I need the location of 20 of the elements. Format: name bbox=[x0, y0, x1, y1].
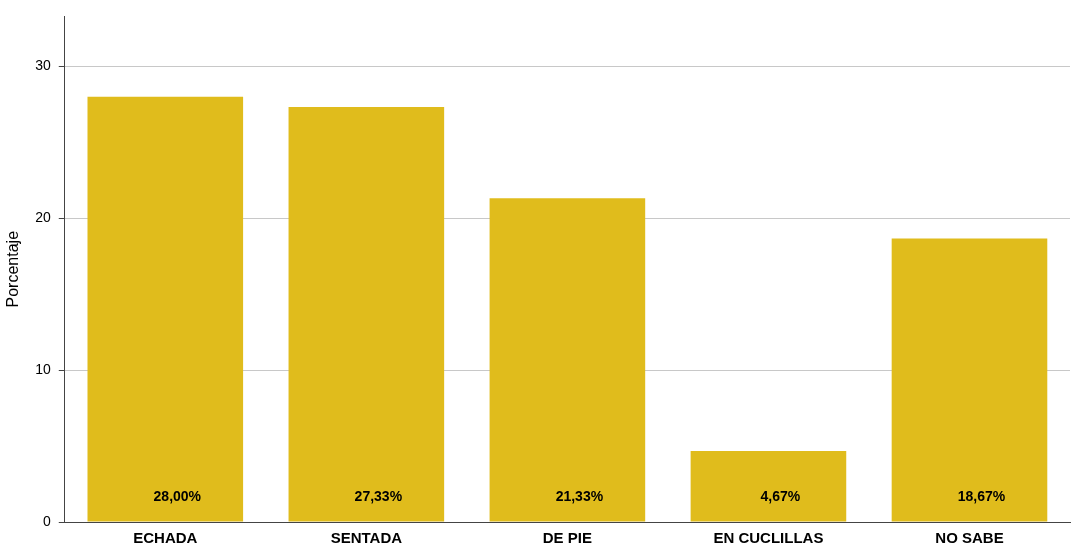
y-tick-label: 10 bbox=[35, 361, 51, 378]
bar bbox=[87, 96, 244, 522]
bar bbox=[891, 238, 1048, 522]
bar bbox=[690, 451, 847, 522]
bar bbox=[288, 107, 445, 522]
x-tick-label: EN CUCLILLAS bbox=[713, 529, 824, 547]
y-tick-label: 0 bbox=[42, 512, 51, 529]
bar bbox=[489, 198, 646, 522]
data-label: 4,67% bbox=[760, 488, 801, 505]
x-tick-label: ECHADA bbox=[133, 529, 198, 547]
x-tick-label: DE PIE bbox=[542, 529, 592, 547]
data-label: 18,67% bbox=[957, 488, 1006, 505]
data-label: 27,33% bbox=[354, 488, 403, 505]
data-label: 21,33% bbox=[555, 488, 604, 505]
x-tick-label: NO SABE bbox=[935, 529, 1004, 547]
y-axis-title: Porcentaje bbox=[4, 230, 22, 308]
y-tick-label: 20 bbox=[35, 209, 51, 226]
data-label: 28,00% bbox=[153, 488, 202, 505]
x-tick-label: SENTADA bbox=[330, 529, 403, 547]
y-tick-label: 30 bbox=[35, 57, 51, 74]
